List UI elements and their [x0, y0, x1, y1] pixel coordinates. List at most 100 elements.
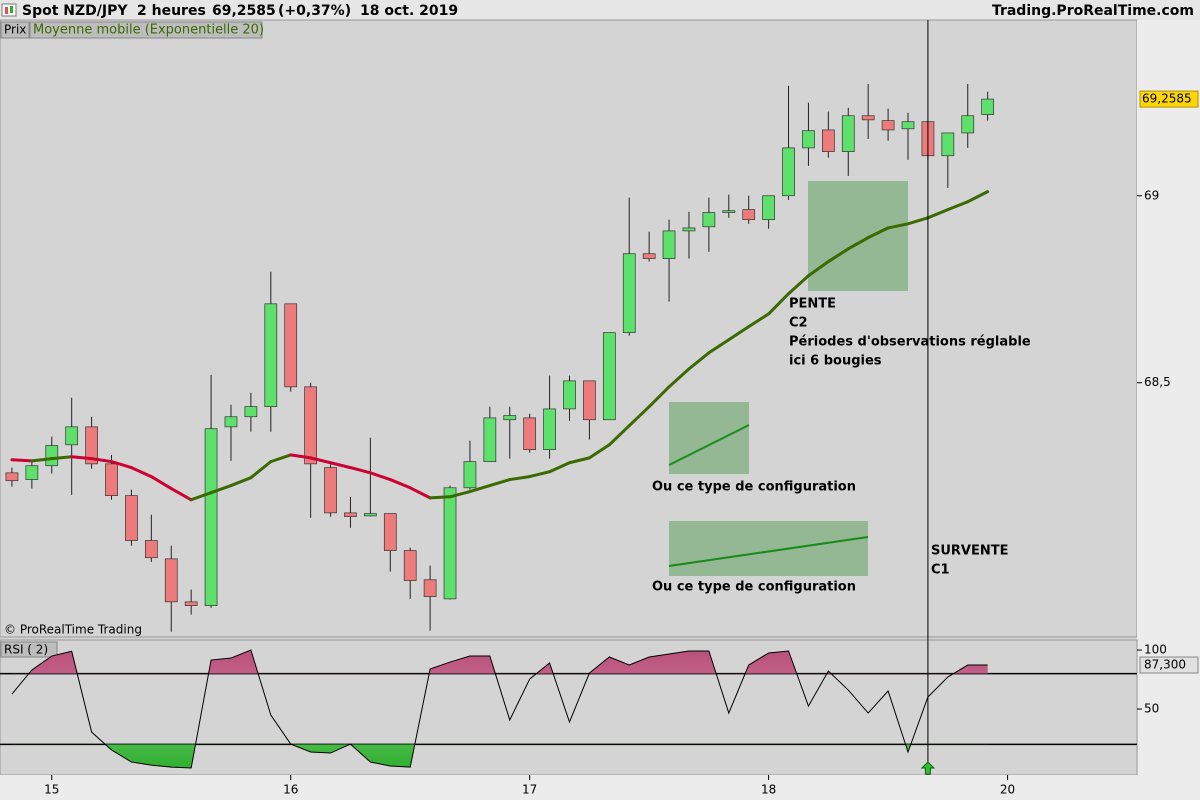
rsi-oversold-area — [11, 744, 988, 769]
candle-body — [563, 380, 576, 410]
ema-segment — [408, 486, 432, 500]
candle-body — [25, 465, 39, 480]
candle-body — [503, 415, 517, 421]
ema-segment — [508, 475, 532, 482]
candle-body — [642, 253, 656, 259]
legend-box — [29, 21, 263, 39]
candle-body — [602, 332, 616, 421]
copyright: © ProRealTime Trading — [4, 623, 142, 637]
annotation-line — [668, 424, 750, 466]
ema-segment — [826, 247, 850, 264]
ema-segment — [886, 222, 910, 230]
x-axis-area — [0, 775, 1137, 800]
ema-segment — [448, 490, 472, 499]
candle-body — [264, 303, 278, 408]
candle-body — [802, 130, 815, 149]
ema-segment — [388, 478, 412, 490]
price: 69,2585 — [212, 3, 276, 19]
candle-body — [324, 467, 337, 514]
candle-body — [383, 513, 397, 551]
ema-segment — [687, 351, 711, 371]
candle-body — [204, 428, 218, 606]
ema-segment — [309, 456, 333, 465]
ema-segment — [528, 470, 552, 479]
last-price-label: 69,2585 — [1142, 92, 1192, 106]
candle-body — [722, 210, 736, 213]
ema-segment — [289, 453, 313, 460]
annotation: SURVENTE — [931, 544, 1009, 559]
legend-box — [0, 641, 58, 658]
candle-body — [364, 513, 377, 517]
ema-segment — [727, 325, 751, 342]
price-axis-area — [1137, 20, 1200, 800]
change: (+0,37%) — [278, 3, 351, 19]
x-tick-label: 15 — [44, 783, 59, 797]
x-tick-label: 20 — [1000, 783, 1015, 797]
y-tick-label: 100 — [1144, 643, 1167, 657]
ema-segment — [30, 457, 54, 463]
ema-segment — [209, 484, 233, 495]
ema-segment — [866, 226, 890, 240]
legend-label: Prix — [4, 23, 26, 37]
ema-segment — [627, 405, 651, 428]
last-price-tag — [1139, 90, 1199, 108]
y-tick-label: 69 — [1144, 188, 1159, 202]
ema-segment — [667, 367, 691, 389]
candle-body — [463, 461, 477, 489]
candle-body — [822, 129, 835, 152]
candle-body — [941, 132, 955, 157]
timeframe: 2 heures — [137, 3, 206, 19]
legend-label: RSI ( 2) — [4, 643, 48, 657]
ema-segment — [368, 471, 392, 482]
candle-body — [164, 558, 178, 603]
candle-body — [622, 253, 636, 333]
candle-body — [742, 209, 756, 221]
ema-segment — [587, 443, 611, 460]
ema-segment — [129, 466, 153, 479]
rsi-line — [11, 649, 988, 769]
candle-body — [702, 212, 716, 228]
signal-arrow — [920, 761, 936, 775]
candle-body — [881, 120, 895, 131]
x-tick-label: 18 — [761, 783, 776, 797]
rsi-last-tag — [1139, 656, 1199, 674]
ema-segment — [767, 292, 791, 316]
legend-box — [0, 21, 30, 39]
ema-segment — [806, 260, 830, 278]
rsi-last-label: 87,300 — [1144, 658, 1186, 672]
candle-body — [682, 227, 696, 232]
candle-body — [403, 550, 417, 581]
ema-segment — [707, 338, 731, 355]
ema-segment — [926, 208, 950, 220]
candle-body — [125, 495, 138, 541]
x-tick-label: 17 — [522, 783, 537, 797]
candle-body — [5, 472, 19, 482]
logo — [10, 6, 13, 13]
ema-segment — [70, 455, 94, 461]
annotation: PENTE — [789, 297, 836, 312]
candle-body — [85, 426, 98, 465]
candle-body — [443, 487, 457, 600]
ema-segment — [189, 491, 213, 502]
annotation: Périodes d'observations réglable — [789, 335, 1031, 350]
candle-body — [344, 512, 357, 517]
candle-body — [961, 115, 975, 134]
logo — [5, 7, 8, 14]
ema-segment — [946, 200, 970, 212]
ema-segment — [90, 457, 114, 464]
ema-segment — [548, 461, 571, 474]
candle-body — [45, 445, 59, 467]
candle-body — [841, 115, 855, 152]
candle-body — [662, 230, 676, 259]
ema-segment — [607, 424, 631, 447]
ema-segment — [787, 274, 810, 296]
candle-body — [583, 380, 596, 421]
candle-body — [543, 408, 556, 451]
candle-body — [105, 463, 118, 497]
candle-body — [762, 195, 775, 221]
candle-body — [782, 147, 795, 197]
ema-segment — [10, 458, 34, 463]
annotation-line — [668, 536, 869, 567]
annotation-box — [669, 521, 868, 576]
